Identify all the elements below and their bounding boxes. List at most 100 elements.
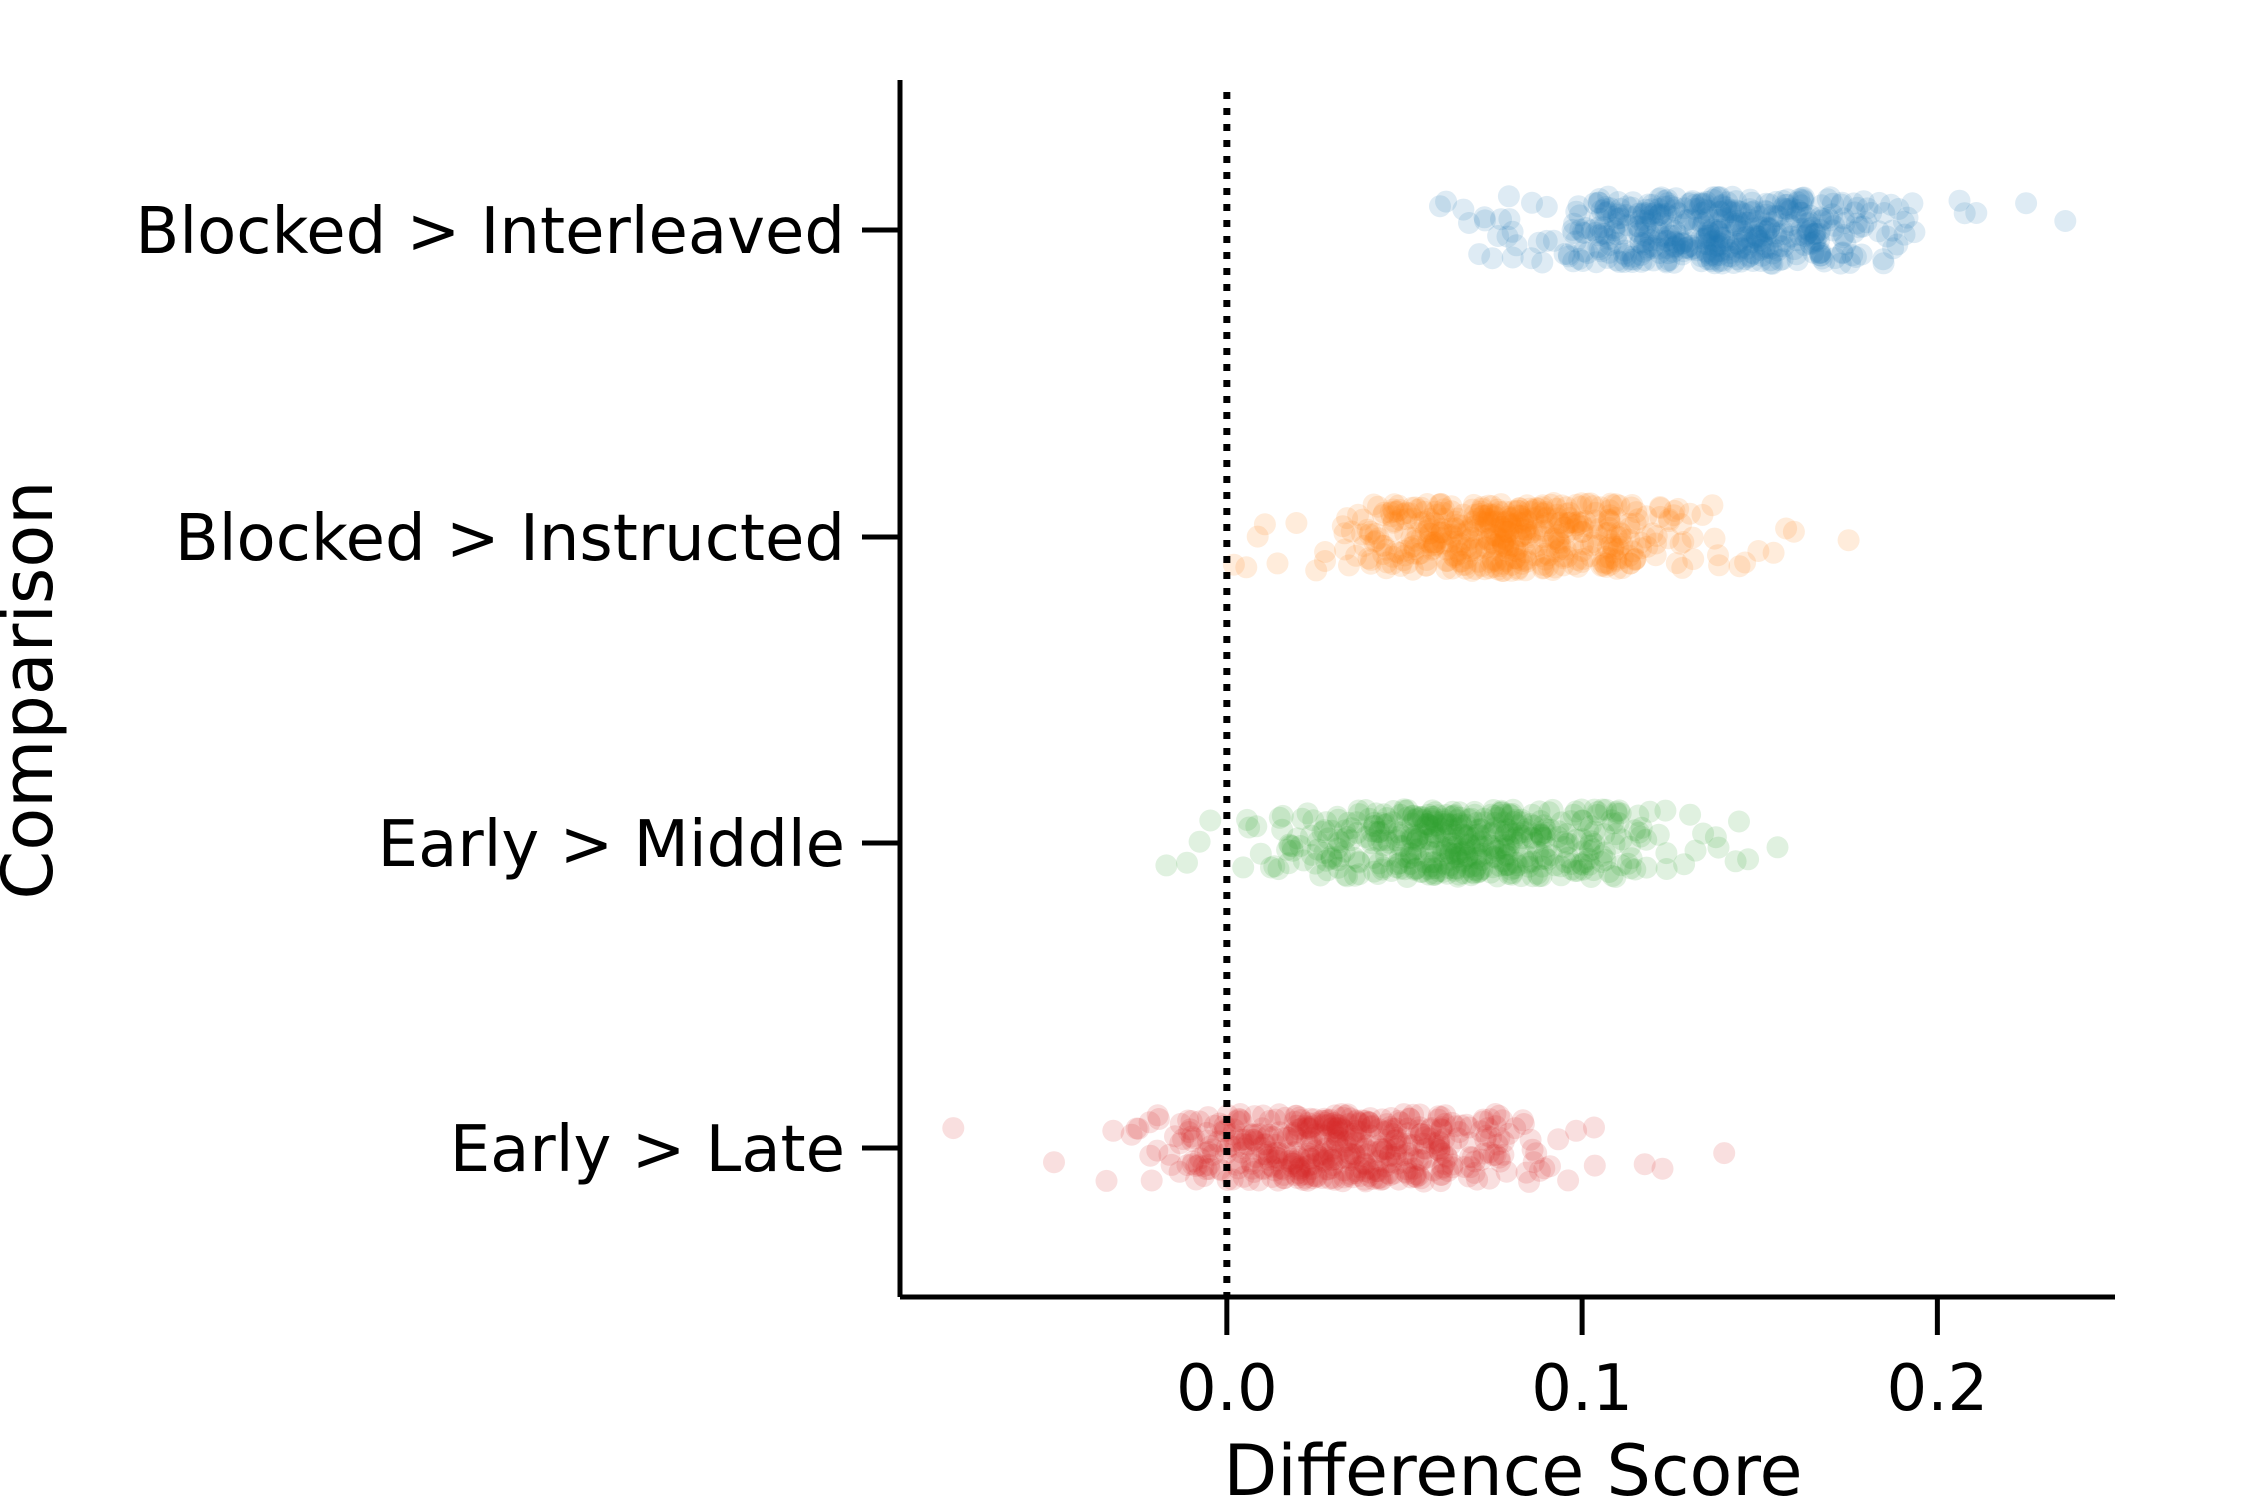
data-point [1948,189,1971,212]
data-point [1494,528,1517,551]
data-point [1475,1124,1498,1147]
data-point [1601,864,1624,887]
data-point [1412,1170,1435,1193]
data-point [1690,227,1713,250]
data-point [1447,827,1469,850]
data-point [1479,551,1502,574]
data-point [1456,547,1479,570]
data-point [1783,238,1806,261]
data-point [1490,208,1512,231]
data-point [1831,242,1854,265]
data-point [1643,202,1666,224]
data-point [1326,1113,1349,1136]
data-point [1388,541,1411,564]
data-point [1334,864,1357,887]
data-point [1235,1128,1258,1151]
data-point [1493,517,1516,540]
data-point [1515,818,1538,841]
data-point [1478,502,1501,525]
data-point [1404,529,1427,552]
data-point [1343,864,1366,887]
data-point [1305,1165,1328,1188]
data-point [1446,809,1469,832]
data-point [1469,500,1492,523]
data-point [1758,193,1781,216]
data-point [1462,862,1485,885]
data-point [1790,217,1813,240]
data-point [1472,842,1494,865]
data-point [1402,1133,1425,1156]
data-point [1705,234,1728,257]
data-point [1164,1125,1186,1148]
data-point [1743,243,1766,265]
data-point [1471,858,1494,880]
data-point [1326,837,1349,860]
data-point [1272,1158,1295,1181]
data-point [1566,510,1589,533]
data-point [1570,495,1593,518]
data-point [1449,532,1472,555]
data-point [1741,191,1764,214]
data-point [1306,1144,1329,1167]
data-point [1425,814,1448,837]
data-point [1821,192,1844,215]
data-point [1514,559,1537,582]
data-point [1474,537,1497,560]
data-point [1477,842,1500,865]
data-point [1465,507,1488,530]
data-point [1620,496,1643,519]
data-point [1644,544,1667,567]
data-point [1284,1164,1307,1186]
data-point [1343,1143,1366,1166]
data-point [1486,498,1509,521]
data-point [1664,231,1687,254]
data-point [1386,1135,1408,1158]
data-point [1647,204,1670,227]
data-point [1607,191,1630,213]
data-point [1472,504,1494,527]
data-point [1487,225,1510,247]
data-point [1623,819,1646,842]
data-point [1313,841,1336,864]
data-point [1409,830,1432,853]
data-point [1439,530,1461,553]
data-point [1419,522,1442,545]
data-point [1506,831,1529,854]
data-point [1709,200,1732,223]
data-point [1793,234,1816,256]
data-point [1274,1106,1297,1129]
data-point [1595,798,1617,821]
data-point [1809,206,1832,229]
data-point [1323,1112,1346,1134]
data-point [1676,236,1699,259]
data-point [1448,842,1471,865]
data-point [1407,838,1430,860]
data-point [1414,813,1437,835]
data-point [1712,207,1735,230]
data-point [1146,1139,1169,1162]
data-point [1587,224,1610,247]
data-point [1400,842,1423,865]
data-point [1474,824,1497,847]
data-point [1515,1161,1538,1184]
data-point [1771,219,1794,242]
data-point [1532,814,1555,837]
data-point [1556,545,1579,568]
data-point [1729,236,1752,259]
data-point [1427,804,1450,827]
data-point [1420,1117,1443,1139]
data-point [1546,826,1569,848]
data-point [1371,1138,1393,1160]
data-point [1426,503,1449,526]
data-point [1494,548,1517,571]
data-point [1406,827,1429,850]
data-point [1678,502,1701,525]
data-point [1530,544,1552,567]
data-point [1450,841,1473,864]
data-point [1778,199,1801,222]
data-point [1591,798,1614,821]
data-point [1534,501,1557,523]
data-point [1300,824,1322,847]
data-point [1472,835,1494,858]
data-point [1472,1108,1495,1131]
